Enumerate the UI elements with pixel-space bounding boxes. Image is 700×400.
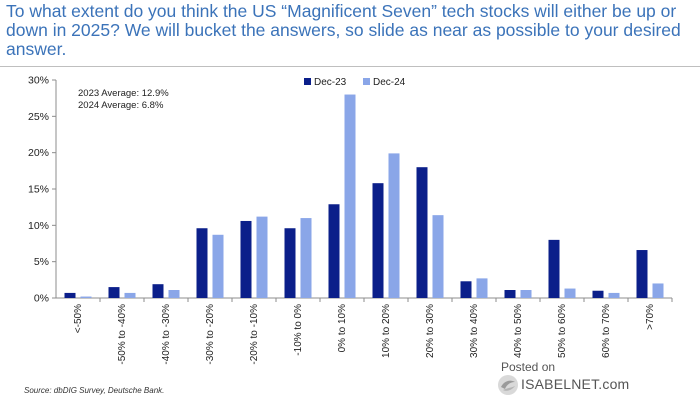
bar-dec24 [608, 292, 620, 298]
x-tick-label: -20% to -10% [249, 304, 260, 365]
y-tick-label: 20% [28, 147, 49, 159]
bar-dec24 [652, 283, 664, 298]
bar-chart: 0% 5% 10% 15% 20% 25% 30% <-50% -50% to -40% -40%… [28, 75, 673, 365]
source-note: Source: dbDIG Survey, Deutsche Bank. [24, 386, 165, 395]
x-tick-label: -30% to -20% [205, 304, 216, 365]
bar-dec23 [152, 284, 164, 298]
bar-dec24 [256, 216, 268, 298]
bar-dec24 [520, 290, 532, 298]
x-tick-label: 40% to 50% [513, 304, 524, 358]
x-tick-label: >70% [645, 304, 656, 330]
watermark-posted-label: Posted on [501, 360, 556, 374]
bar-dec23 [592, 290, 604, 298]
x-tick-label: -10% to 0% [293, 304, 304, 356]
bar-dec24 [564, 288, 576, 298]
x-tick-label: 10% to 20% [381, 304, 392, 358]
bar-dec23 [108, 287, 120, 298]
bar-dec23 [196, 228, 208, 298]
x-tick-label: 20% to 30% [425, 304, 436, 358]
legend-swatch-dec24 [363, 78, 370, 85]
x-tick-label: 0% to 10% [337, 304, 348, 352]
bar-dec24 [432, 215, 444, 298]
x-tick-label: -40% to -30% [161, 304, 172, 365]
bar-dec24 [168, 290, 180, 298]
average-annotation: 2023 Average: 12.9% [78, 88, 169, 99]
y-tick-label: 5% [34, 256, 49, 268]
bar-dec24 [300, 218, 312, 298]
bar-dec23 [372, 183, 384, 298]
y-tick-label: 0% [34, 293, 49, 305]
isabelnet-logo-icon [498, 375, 518, 395]
bar-dec23 [64, 292, 76, 298]
y-tick-label: 30% [28, 75, 49, 87]
bar-dec23 [240, 220, 252, 298]
legend-label: Dec-24 [373, 77, 406, 88]
x-tick-label: 30% to 40% [469, 304, 480, 358]
y-tick-label: 10% [28, 220, 49, 232]
chart-title: To what extent do you think the US “Magn… [6, 1, 681, 59]
legend-label: Dec-23 [314, 77, 347, 88]
bar-dec23 [416, 167, 428, 298]
watermark: Posted on ISABELNET.com [497, 360, 697, 396]
bar-dec24 [476, 278, 488, 298]
bar-dec23 [284, 228, 296, 298]
average-annotation: 2024 Average: 6.8% [78, 100, 164, 111]
bar-dec24 [124, 292, 136, 298]
y-tick-label: 15% [28, 184, 49, 196]
bar-dec24 [80, 296, 92, 298]
y-tick-label: 25% [28, 111, 49, 123]
bar-dec23 [328, 204, 340, 298]
chart-frame [0, 66, 700, 370]
x-tick-label: 50% to 60% [557, 304, 568, 358]
bar-dec24 [388, 153, 400, 298]
x-tick-label: 60% to 70% [601, 304, 612, 358]
bar-dec24 [212, 234, 224, 298]
bar-dec23 [504, 290, 516, 298]
bar-dec24 [344, 94, 356, 299]
bar-dec23 [460, 281, 472, 298]
x-tick-label: <-50% [73, 304, 84, 333]
x-tick-label: -50% to -40% [117, 304, 128, 365]
watermark-site: ISABELNET.com [521, 376, 630, 392]
legend-swatch-dec23 [304, 78, 311, 85]
bar-dec23 [548, 239, 560, 298]
bar-dec23 [636, 250, 648, 298]
